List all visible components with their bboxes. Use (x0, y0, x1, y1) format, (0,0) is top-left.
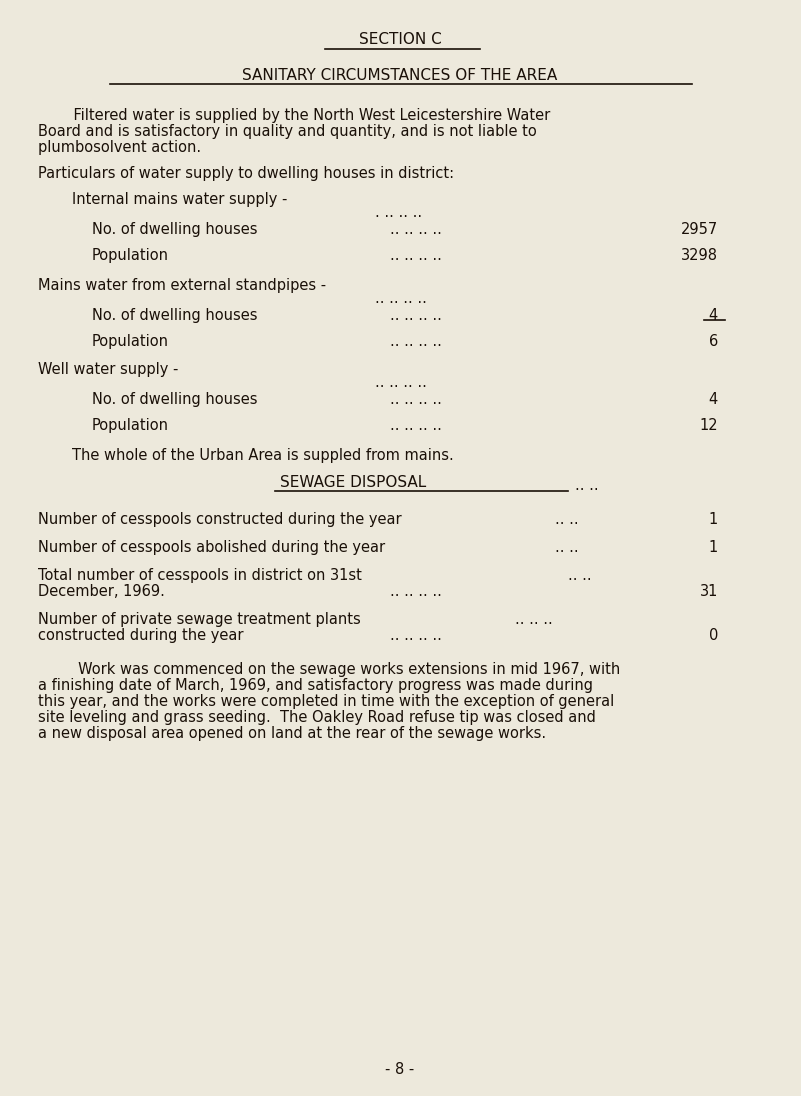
Text: .. .. .. ..: .. .. .. .. (390, 248, 442, 263)
Text: .. .. .. ..: .. .. .. .. (390, 628, 442, 643)
Text: Board and is satisfactory in quality and quantity, and is not liable to: Board and is satisfactory in quality and… (38, 124, 537, 139)
Text: a new disposal area opened on land at the rear of the sewage works.: a new disposal area opened on land at th… (38, 726, 546, 741)
Text: Filtered water is supplied by the North West Leicestershire Water: Filtered water is supplied by the North … (55, 109, 550, 123)
Text: .. .. .. ..: .. .. .. .. (390, 222, 442, 237)
Text: .. .. .. ..: .. .. .. .. (375, 292, 427, 306)
Text: 4: 4 (709, 392, 718, 407)
Text: plumbosolvent action.: plumbosolvent action. (38, 140, 201, 155)
Text: No. of dwelling houses: No. of dwelling houses (92, 222, 257, 237)
Text: - 8 -: - 8 - (385, 1062, 415, 1077)
Text: this year, and the works were completed in time with the exception of general: this year, and the works were completed … (38, 694, 614, 709)
Text: Population: Population (92, 248, 169, 263)
Text: Population: Population (92, 418, 169, 433)
Text: constructed during the year: constructed during the year (38, 628, 244, 643)
Text: Number of private sewage treatment plants: Number of private sewage treatment plant… (38, 612, 360, 627)
Text: SANITARY CIRCUMSTANCES OF THE AREA: SANITARY CIRCUMSTANCES OF THE AREA (243, 68, 557, 83)
Text: .. .. .. ..: .. .. .. .. (390, 584, 442, 600)
Text: The whole of the Urban Area is suppled from mains.: The whole of the Urban Area is suppled f… (72, 448, 453, 463)
Text: 2957: 2957 (681, 222, 718, 237)
Text: Particulars of water supply to dwelling houses in district:: Particulars of water supply to dwelling … (38, 165, 454, 181)
Text: 1: 1 (709, 540, 718, 555)
Text: .. .. .. ..: .. .. .. .. (390, 392, 442, 407)
Text: . .. .. ..: . .. .. .. (375, 205, 422, 220)
Text: Total number of cesspools in district on 31st: Total number of cesspools in district on… (38, 568, 362, 583)
Text: Well water supply -: Well water supply - (38, 362, 179, 377)
Text: .. ..: .. .. (555, 540, 578, 555)
Text: Internal mains water supply -: Internal mains water supply - (72, 192, 288, 207)
Text: .. ..: .. .. (555, 512, 578, 527)
Text: .. .. .. ..: .. .. .. .. (390, 308, 442, 323)
Text: 3298: 3298 (681, 248, 718, 263)
Text: 12: 12 (699, 418, 718, 433)
Text: 1: 1 (709, 512, 718, 527)
Text: 31: 31 (699, 584, 718, 600)
Text: Number of cesspools abolished during the year: Number of cesspools abolished during the… (38, 540, 385, 555)
Text: SECTION C: SECTION C (359, 32, 441, 47)
Text: Work was commenced on the sewage works extensions in mid 1967, with: Work was commenced on the sewage works e… (55, 662, 620, 677)
Text: 6: 6 (709, 334, 718, 349)
Text: .. ..: .. .. (575, 478, 598, 493)
Text: No. of dwelling houses: No. of dwelling houses (92, 392, 257, 407)
Text: site leveling and grass seeding.  The Oakley Road refuse tip was closed and: site leveling and grass seeding. The Oak… (38, 710, 596, 724)
Text: December, 1969.: December, 1969. (38, 584, 165, 600)
Text: .. ..: .. .. (568, 568, 592, 583)
Text: .. .. .. ..: .. .. .. .. (375, 375, 427, 390)
Text: .. .. .. ..: .. .. .. .. (390, 334, 442, 349)
Text: .. .. ..: .. .. .. (515, 612, 553, 627)
Text: 4: 4 (709, 308, 718, 323)
Text: SEWAGE DISPOSAL: SEWAGE DISPOSAL (280, 475, 426, 490)
Text: No. of dwelling houses: No. of dwelling houses (92, 308, 257, 323)
Text: Mains water from external standpipes -: Mains water from external standpipes - (38, 278, 326, 293)
Text: Number of cesspools constructed during the year: Number of cesspools constructed during t… (38, 512, 401, 527)
Text: a finishing date of March, 1969, and satisfactory progress was made during: a finishing date of March, 1969, and sat… (38, 678, 593, 693)
Text: .. .. .. ..: .. .. .. .. (390, 418, 442, 433)
Text: Population: Population (92, 334, 169, 349)
Text: 0: 0 (709, 628, 718, 643)
